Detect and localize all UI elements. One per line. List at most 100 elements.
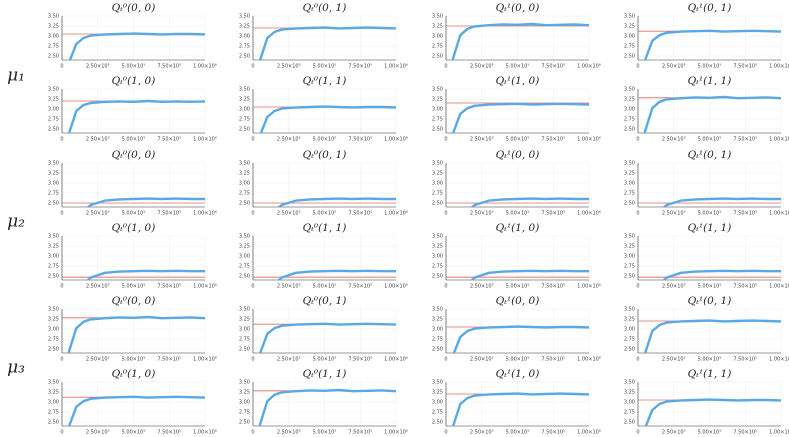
- x-tick-label: 5.00×10⁵: [313, 64, 337, 70]
- x-tick-label: 5.00×10⁵: [313, 211, 337, 217]
- x-tick-label: 2.50×10⁵: [662, 137, 686, 143]
- series-line: [643, 319, 781, 353]
- chart-title: Qₜ¹(0, 1): [688, 295, 732, 307]
- y-tick-label: 3.25: [239, 317, 250, 323]
- y-tick-label: 3.00: [624, 254, 635, 260]
- x-tick-label: 7.50×10⁵: [733, 284, 757, 290]
- y-tick-label: 3.00: [239, 327, 250, 333]
- x-tick-label: 7.50×10⁵: [157, 64, 181, 70]
- y-tick-label: 3.00: [239, 34, 250, 40]
- x-tick-label: 0: [444, 430, 447, 436]
- x-tick-label: 7.50×10⁵: [733, 64, 757, 70]
- x-tick-label: 0: [60, 211, 63, 217]
- series-line: [643, 95, 781, 133]
- y-tick-label: 3.25: [48, 97, 59, 103]
- y-tick-label: 2.75: [432, 191, 443, 197]
- y-tick-label: 2.75: [624, 410, 635, 416]
- x-tick-label: 7.50×10⁵: [348, 430, 372, 436]
- x-tick-label: 0: [636, 357, 639, 363]
- x-tick-label: 2.50×10⁵: [277, 211, 301, 217]
- y-tick-label: 2.50: [432, 420, 443, 426]
- y-tick-label: 3.25: [624, 317, 635, 323]
- x-tick-label: 5.00×10⁵: [506, 211, 530, 217]
- x-tick-label: 5.00×10⁵: [122, 64, 146, 70]
- y-tick-label: 3.50: [48, 307, 59, 313]
- x-tick-label: 5.00×10⁵: [506, 64, 530, 70]
- x-tick-label: 0: [251, 284, 254, 290]
- y-tick-label: 3.25: [624, 244, 635, 250]
- x-tick-label: 2.50×10⁵: [470, 137, 494, 143]
- y-tick-label: 2.50: [624, 420, 635, 426]
- y-tick-label: 3.00: [624, 327, 635, 333]
- y-tick-label: 3.00: [432, 400, 443, 406]
- x-tick-label: 5.00×10⁵: [698, 137, 722, 143]
- y-tick-label: 3.50: [624, 87, 635, 93]
- x-tick-label: 0: [251, 430, 254, 436]
- x-tick-label: 5.00×10⁵: [698, 64, 722, 70]
- x-tick-label: 2.50×10⁵: [662, 284, 686, 290]
- y-tick-label: 3.50: [48, 161, 59, 167]
- y-tick-label: 2.50: [239, 347, 250, 353]
- y-tick-label: 2.50: [624, 127, 635, 133]
- x-tick-label: 0: [636, 284, 639, 290]
- y-tick-label: 3.50: [48, 87, 59, 93]
- row-label: μ₃: [7, 358, 25, 378]
- x-tick-label: 5.00×10⁵: [122, 211, 146, 217]
- row-label: μ₁: [7, 66, 25, 86]
- y-tick-label: 2.75: [432, 410, 443, 416]
- series-line: [277, 197, 396, 207]
- x-tick-label: 2.50×10⁵: [86, 284, 110, 290]
- y-tick-label: 3.00: [48, 34, 59, 40]
- x-tick-label: 7.50×10⁵: [541, 137, 565, 143]
- y-tick-label: 3.50: [48, 380, 59, 386]
- chart-title: Qₜ⁰(0, 1): [303, 2, 347, 14]
- y-tick-label: 2.75: [48, 337, 59, 343]
- x-tick-label: 0: [636, 137, 639, 143]
- x-tick-label: 1.00×10⁶: [577, 284, 601, 290]
- x-tick-label: 1.00×10⁶: [577, 64, 601, 70]
- x-tick-label: 2.50×10⁵: [662, 64, 686, 70]
- y-tick-label: 2.75: [239, 44, 250, 50]
- y-tick-label: 3.50: [239, 87, 250, 93]
- y-tick-label: 2.75: [48, 410, 59, 416]
- chart-title: Qₜ¹(1, 1): [688, 222, 732, 234]
- y-tick-label: 2.50: [432, 274, 443, 280]
- x-tick-label: 2.50×10⁵: [277, 357, 301, 363]
- x-tick-label: 2.50×10⁵: [277, 64, 301, 70]
- chart-title: Qₜ⁰(1, 0): [112, 368, 156, 380]
- y-tick-label: 2.50: [239, 201, 250, 207]
- series-line: [258, 26, 396, 60]
- x-tick-label: 2.50×10⁵: [277, 284, 301, 290]
- chart-title: Qₜ⁰(1, 1): [303, 222, 347, 234]
- y-tick-label: 3.00: [48, 400, 59, 406]
- y-tick-label: 3.50: [239, 380, 250, 386]
- x-tick-label: 1.00×10⁶: [384, 64, 408, 70]
- x-tick-label: 0: [636, 64, 639, 70]
- y-tick-label: 3.50: [432, 14, 443, 20]
- y-tick-label: 2.50: [432, 347, 443, 353]
- x-tick-label: 0: [636, 211, 639, 217]
- series-line: [470, 197, 589, 207]
- y-tick-label: 2.75: [624, 117, 635, 123]
- y-tick-label: 2.75: [624, 337, 635, 343]
- x-tick-label: 5.00×10⁵: [313, 284, 337, 290]
- x-tick-label: 5.00×10⁵: [506, 430, 530, 436]
- x-tick-label: 7.50×10⁵: [157, 211, 181, 217]
- x-tick-label: 1.00×10⁶: [193, 284, 217, 290]
- x-tick-label: 1.00×10⁶: [769, 211, 789, 217]
- y-tick-label: 3.50: [624, 307, 635, 313]
- y-tick-label: 2.75: [432, 117, 443, 123]
- series-line: [86, 197, 205, 207]
- x-tick-label: 1.00×10⁶: [384, 137, 408, 143]
- y-tick-label: 3.25: [432, 390, 443, 396]
- y-tick-label: 2.75: [239, 117, 250, 123]
- x-tick-label: 1.00×10⁶: [193, 137, 217, 143]
- x-tick-label: 5.00×10⁵: [122, 284, 146, 290]
- x-tick-label: 7.50×10⁵: [541, 211, 565, 217]
- x-tick-label: 1.00×10⁶: [577, 357, 601, 363]
- x-tick-label: 0: [60, 357, 63, 363]
- y-tick-label: 3.50: [624, 14, 635, 20]
- x-tick-label: 0: [444, 211, 447, 217]
- y-tick-label: 2.50: [48, 347, 59, 353]
- chart-title: Qₜ¹(1, 1): [688, 75, 732, 87]
